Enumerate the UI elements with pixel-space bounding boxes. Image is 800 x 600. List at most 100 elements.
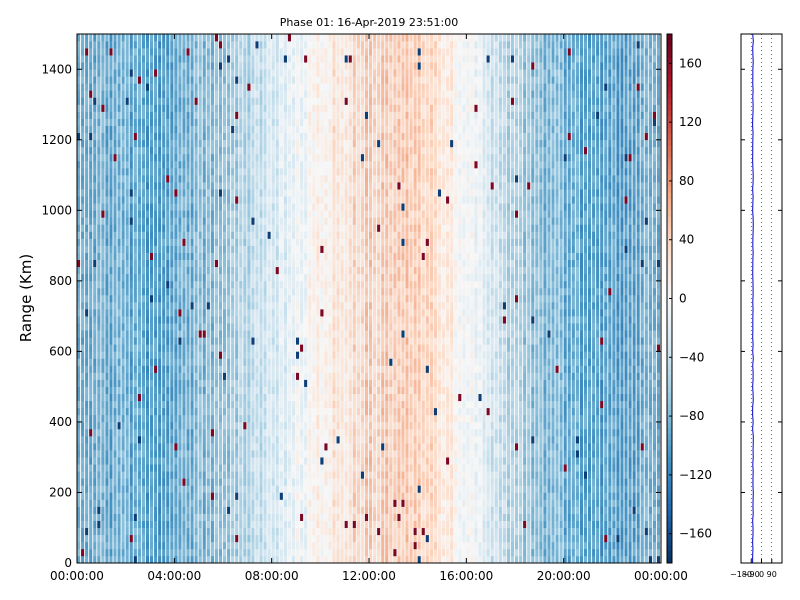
heatmap-cell	[279, 217, 283, 225]
heatmap-cell	[210, 132, 214, 141]
heatmap-cell	[202, 330, 206, 338]
heatmap-cell	[283, 132, 287, 141]
heatmap-cell	[178, 146, 182, 155]
heatmap-cell	[239, 520, 243, 529]
heatmap-cell	[89, 76, 93, 84]
heatmap-cell	[308, 309, 312, 317]
heatmap-cell	[190, 210, 194, 218]
heatmap-cell	[186, 175, 190, 183]
heatmap-cell	[178, 393, 182, 402]
heatmap-cell	[263, 189, 267, 197]
heatmap-cell	[190, 146, 194, 155]
heatmap-cell	[235, 224, 239, 232]
heatmap-cell	[243, 231, 247, 239]
heatmap-cell	[296, 203, 300, 211]
heatmap-cell	[158, 168, 162, 176]
heatmap-cell	[133, 182, 137, 190]
heatmap-cell	[202, 280, 206, 289]
heatmap-cell	[170, 358, 174, 366]
heatmap-cell	[287, 414, 292, 423]
heatmap-cell	[77, 273, 81, 282]
heatmap-cell	[133, 146, 137, 155]
heatmap-cell	[85, 309, 89, 317]
heatmap-cell	[328, 443, 332, 451]
heatmap-cell	[113, 245, 117, 253]
heatmap-cell	[328, 273, 332, 282]
heatmap-cell	[170, 316, 174, 324]
heatmap-cell	[162, 76, 166, 84]
heatmap-cell	[133, 555, 137, 564]
heatmap-cell	[210, 83, 214, 91]
heatmap-cell	[206, 231, 210, 239]
heatmap-cell	[316, 555, 320, 564]
heatmap-cell	[162, 330, 166, 338]
heatmap-cell	[287, 541, 292, 550]
heatmap-cell	[162, 372, 166, 380]
heatmap-cell	[93, 386, 97, 395]
heatmap-cell	[340, 309, 344, 317]
heatmap-cell	[231, 160, 235, 169]
heatmap-cell	[247, 62, 251, 70]
heatmap-cell	[150, 34, 154, 42]
heatmap-cell	[154, 189, 158, 197]
heatmap-cell	[113, 407, 117, 416]
heatmap-cell	[141, 97, 146, 105]
heatmap-cell	[283, 83, 287, 91]
heatmap-cell	[296, 309, 300, 317]
heatmap-cell	[158, 457, 162, 465]
heatmap-cell	[291, 478, 296, 486]
heatmap-cell	[296, 534, 300, 543]
heatmap-cell	[283, 407, 287, 416]
heatmap-cell	[194, 414, 198, 423]
heatmap-cell	[300, 55, 304, 63]
heatmap-cell	[296, 351, 300, 359]
heatmap-cell	[312, 492, 316, 500]
heatmap-cell	[336, 316, 340, 324]
heatmap-cell	[206, 478, 210, 486]
heatmap-cell	[170, 259, 174, 268]
heatmap-cell	[279, 238, 283, 246]
heatmap-cell	[332, 41, 336, 49]
heatmap-cell	[178, 520, 182, 529]
heatmap-cell	[320, 55, 324, 63]
heatmap-cell	[77, 48, 81, 56]
heatmap-cell	[259, 548, 263, 557]
heatmap-cell	[300, 210, 304, 218]
heatmap-cell	[150, 393, 154, 402]
heatmap-cell	[129, 175, 133, 183]
heatmap-cell	[109, 386, 113, 395]
heatmap-cell	[182, 316, 186, 324]
heatmap-cell	[231, 97, 235, 105]
heatmap-cell	[178, 175, 182, 183]
heatmap-cell	[194, 316, 198, 324]
heatmap-cell	[121, 146, 125, 155]
heatmap-cell	[210, 41, 214, 49]
heatmap-cell	[300, 273, 304, 282]
heatmap-cell	[154, 492, 158, 500]
heatmap-cell	[340, 379, 344, 387]
heatmap-cell	[109, 316, 113, 324]
heatmap-cell	[271, 196, 275, 204]
heatmap-cell	[214, 118, 219, 126]
heatmap-cell	[150, 527, 154, 536]
heatmap-cell	[235, 471, 239, 479]
heatmap-cell	[186, 337, 190, 345]
heatmap-cell	[296, 41, 300, 49]
heatmap-cell	[316, 273, 320, 282]
heatmap-cell	[166, 527, 170, 536]
heatmap-cell	[231, 83, 235, 91]
heatmap-cell	[300, 41, 304, 49]
heatmap-cell	[291, 210, 296, 218]
heatmap-cell	[332, 457, 336, 465]
heatmap-cell	[85, 273, 89, 282]
heatmap-cell	[101, 104, 105, 112]
heatmap-cell	[202, 69, 206, 77]
heatmap-cell	[239, 506, 243, 514]
heatmap-cell	[158, 344, 162, 352]
heatmap-cell	[137, 506, 141, 514]
heatmap-cell	[308, 485, 312, 493]
heatmap-cell	[121, 83, 125, 91]
heatmap-cell	[109, 280, 113, 289]
heatmap-cell	[85, 153, 89, 162]
heatmap-cell	[182, 287, 186, 296]
